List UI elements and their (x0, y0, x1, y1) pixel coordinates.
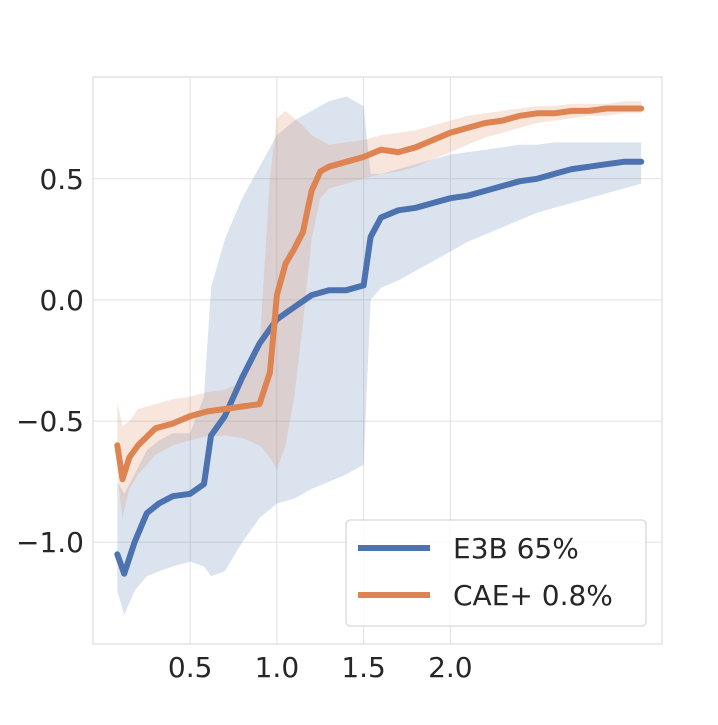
x-tick-label: 0.5 (168, 651, 213, 684)
grid-lines (93, 77, 662, 644)
series-lines (114, 105, 645, 577)
legend: E3B 65% CAE+ 0.8% (345, 519, 647, 627)
y-tick-labels: 0.5 0.0 −0.5 −1.0 (16, 163, 84, 559)
x-tick-label: 1.0 (255, 651, 300, 684)
x-tick-label: 1.5 (341, 651, 386, 684)
y-tick-label: −0.5 (16, 405, 84, 438)
y-tick-label: 0.0 (39, 284, 84, 317)
x-tick-labels: 0.5 1.0 1.5 2.0 (168, 651, 473, 684)
y-tick-label: 0.5 (39, 163, 84, 196)
confidence-bands (117, 96, 642, 615)
legend-label-cae: CAE+ 0.8% (453, 579, 613, 612)
band-e3b (117, 96, 642, 615)
y-tick-label: −1.0 (16, 526, 84, 559)
x-tick-label: 2.0 (428, 651, 473, 684)
legend-label-e3b: E3B 65% (453, 532, 579, 565)
band-cae (117, 101, 642, 518)
